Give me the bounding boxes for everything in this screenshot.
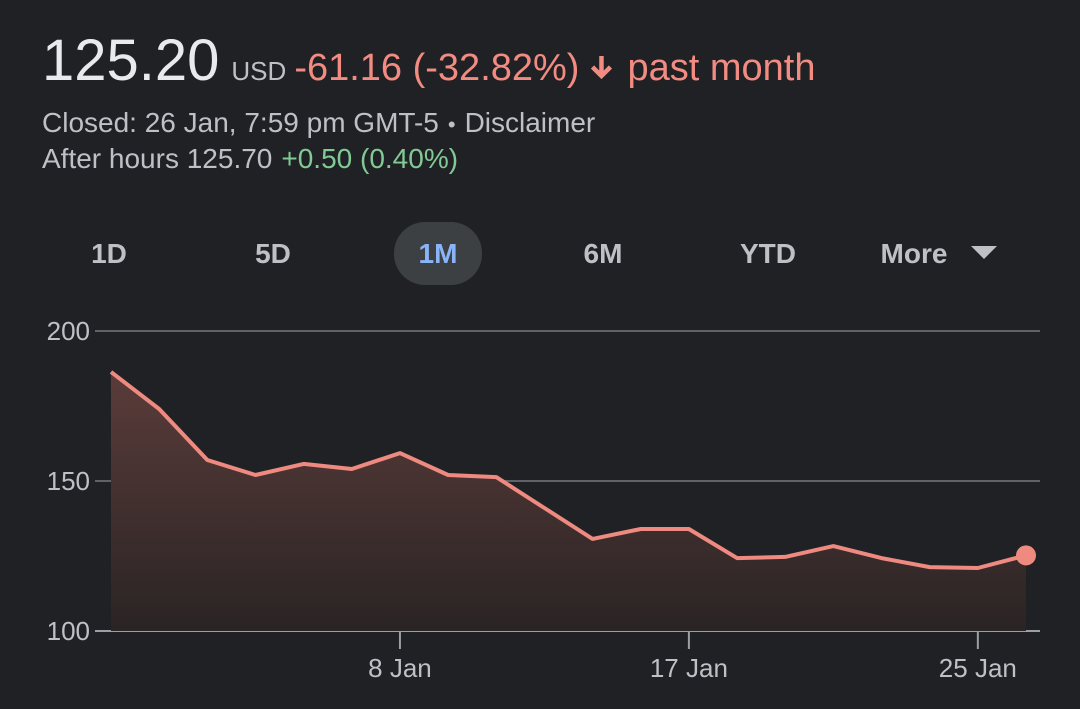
range-tabs: 1D 5D 1M 6M YTD More: [91, 222, 997, 285]
tab-highlight: [394, 222, 482, 285]
x-tick-label: 25 Jan: [939, 653, 1017, 683]
y-tick-label: 100: [47, 616, 90, 646]
tab[interactable]: 1D: [91, 238, 127, 269]
tab[interactable]: 1M: [419, 238, 458, 269]
area: [111, 371, 1026, 631]
price-line: [109, 370, 1027, 570]
down-arrow: [590, 56, 613, 80]
after-hours-change: +0.50 (0.40%): [281, 143, 458, 174]
tab[interactable]: More: [881, 238, 948, 269]
currency: USD: [231, 56, 286, 86]
change: -61.16 (-32.82%): [294, 47, 579, 89]
status: Closed: 26 Jan, 7:59 pm GMT-5: [42, 107, 439, 138]
y-tick-label: 150: [47, 466, 90, 496]
price: 125.20: [42, 28, 219, 93]
after-hours: After hours 125.70: [42, 143, 272, 174]
period: past month: [627, 47, 815, 89]
plot: 100 150 200 8 Jan 17 Jan 25 Jan: [47, 316, 1040, 683]
x-tick-label: 17 Jan: [650, 653, 728, 683]
tab[interactable]: YTD: [740, 238, 796, 269]
dropdown-icon: [971, 246, 997, 259]
separator: •: [448, 112, 456, 137]
y-tick-label: 200: [47, 316, 90, 346]
disclaimer-link[interactable]: Disclaimer: [465, 107, 596, 138]
tab[interactable]: 5D: [255, 238, 291, 269]
last-point: [1016, 545, 1036, 566]
x-tick-label: 8 Jan: [368, 653, 432, 683]
tab[interactable]: 6M: [584, 238, 623, 269]
